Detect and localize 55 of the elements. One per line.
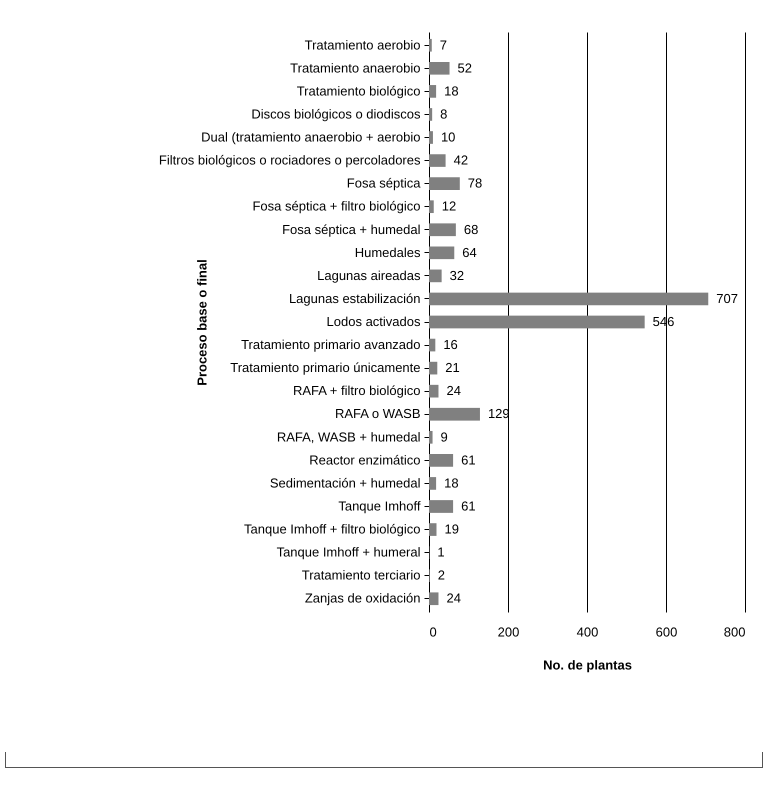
data-label: 18: [444, 83, 459, 98]
y-tick-label: Tanque Imhoff + humeral: [276, 544, 421, 560]
x-tick-label: 200: [498, 624, 520, 640]
x-tick-label: 600: [656, 624, 678, 640]
y-tick-label: Fosa séptica: [346, 176, 422, 191]
data-label: 12: [442, 198, 456, 214]
y-tick-label: Tratamiento biológico: [296, 83, 420, 98]
y-tick-label: Lodos activados: [326, 314, 421, 329]
data-label: 42: [454, 152, 468, 168]
data-label: 16: [443, 337, 458, 352]
y-tick-label: Humedales: [354, 244, 421, 260]
y-tick-label: Lagunas estabilización: [288, 290, 420, 306]
y-tick-label: RAFA o WASB: [335, 406, 420, 422]
y-tick-label: Dual (tratamiento anaerobio + aerobio: [201, 130, 420, 145]
data-label: 18: [444, 475, 459, 490]
data-label: 7: [440, 37, 447, 52]
y-axis-title: Proceso base o final: [194, 259, 210, 386]
data-label: 78: [468, 176, 482, 191]
data-label: 32: [450, 268, 464, 283]
y-tick-label: Tratamiento primario avanzado: [241, 337, 420, 352]
data-label: 8: [440, 106, 448, 122]
data-label: 2: [438, 568, 446, 583]
x-tick-label: 800: [724, 624, 746, 640]
y-tick-label: Sedimentación + humedal: [270, 475, 421, 490]
y-tick-label: Filtros biológicos o rociadores o percoladores: [158, 152, 421, 168]
x-axis-title: No. de plantas: [543, 658, 632, 672]
y-tick-label: Tratamiento primario únicamente: [230, 360, 420, 376]
data-label: 61: [461, 452, 476, 468]
y-tick-label: Tanque Imhoff: [338, 498, 421, 514]
y-tick-label: Reactor enzimático: [309, 452, 420, 468]
data-label: 21: [445, 360, 460, 376]
y-tick-label: RAFA + filtro biológico: [292, 383, 420, 398]
y-tick-label: RAFA, WASB + humedal: [276, 429, 421, 444]
x-tick-label: 400: [576, 624, 598, 640]
data-label: 24: [446, 383, 461, 398]
y-tick-label: Fosa séptica + filtro biológico: [252, 198, 420, 214]
y-tick-label: Tanque Imhoff + filtro biológico: [244, 522, 420, 537]
data-label: 52: [458, 60, 472, 76]
data-label: 24: [446, 590, 461, 606]
y-tick-label: Tratamiento terciario: [302, 568, 420, 583]
data-label: 10: [440, 130, 456, 145]
data-label: 707: [716, 290, 738, 306]
data-label: 61: [461, 498, 476, 514]
y-tick-label: Lagunas aireadas: [317, 268, 421, 283]
x-tick-label: 0: [430, 624, 437, 640]
data-label: 64: [462, 244, 477, 260]
data-label: 19: [444, 522, 459, 537]
data-label: 1: [437, 544, 445, 560]
y-tick-label: Fosa séptica + humedal: [282, 222, 421, 237]
y-tick-label: Tratamiento anaerobio: [290, 60, 420, 76]
y-tick-label: Tratamiento aerobio: [304, 37, 420, 52]
y-tick-label: Discos biológicos o diodiscos: [251, 106, 421, 122]
data-label: 9: [440, 429, 448, 444]
y-tick-label: Zanjas de oxidación: [304, 590, 420, 606]
data-label: 68: [464, 222, 478, 237]
